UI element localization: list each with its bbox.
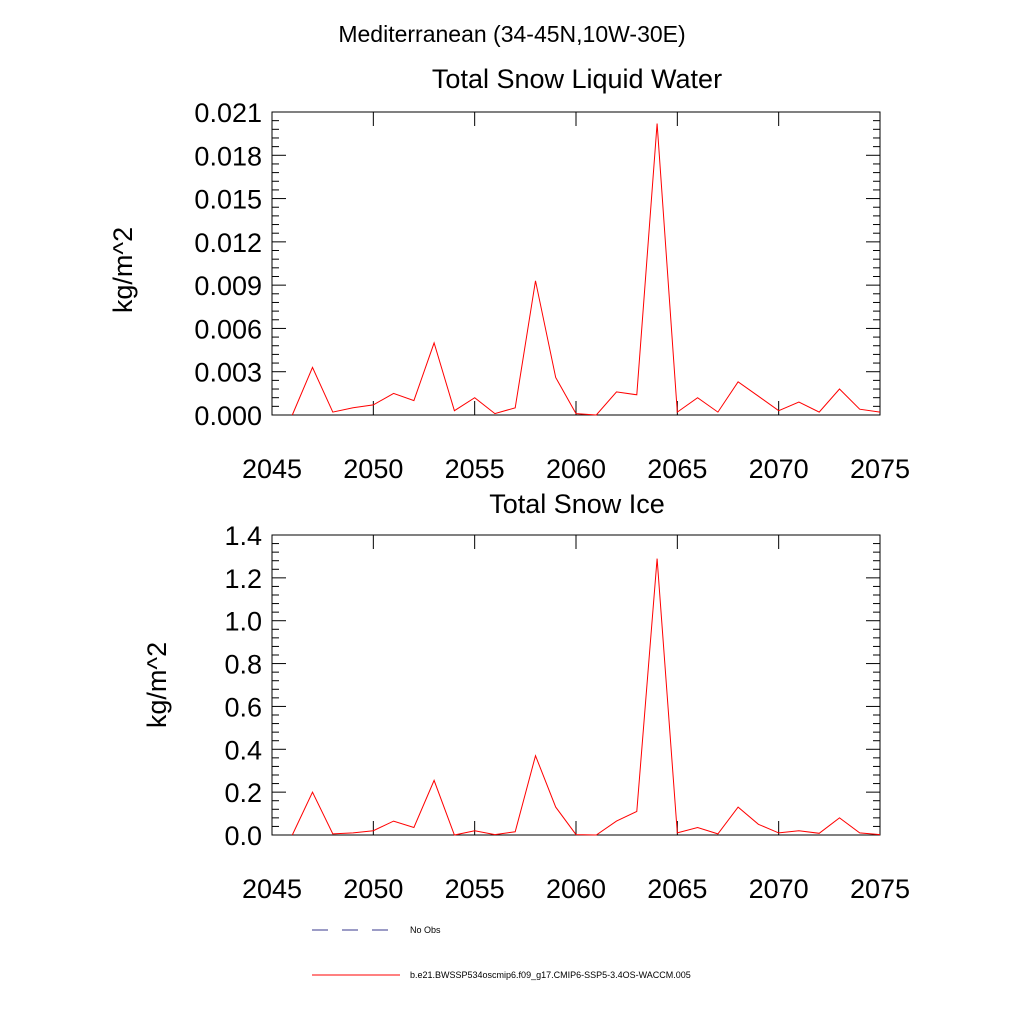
plot-frame — [271, 534, 881, 836]
y-axis-label: kg/m^2 — [142, 642, 172, 728]
x-tick-label: 2065 — [647, 454, 707, 484]
y-axis-label: kg/m^2 — [108, 227, 138, 313]
y-tick-label: 0.021 — [194, 98, 262, 128]
y-tick-label: 1.2 — [224, 564, 262, 594]
x-tick-label: 2050 — [343, 874, 403, 904]
panel-title: Total Snow Liquid Water — [432, 64, 722, 94]
x-tick-label: 2045 — [242, 874, 302, 904]
y-tick-label: 0.012 — [194, 228, 262, 258]
legend: No Obs b.e21.BWSSP534oscmip6.f09_g17.CMI… — [312, 925, 691, 980]
panel-snow-liquid-water: Total Snow Liquid Water kg/m^2 2045 2050 2… — [108, 64, 910, 484]
x-tick-label: 2065 — [647, 874, 707, 904]
y-tick-label: 0.2 — [224, 778, 262, 808]
x-tick-label: 2050 — [343, 454, 403, 484]
x-tick-label: 2055 — [445, 454, 505, 484]
x-tick-label: 2070 — [749, 454, 809, 484]
y-tick-label: 1.4 — [224, 521, 262, 551]
x-tick-label: 2060 — [546, 454, 606, 484]
plot-frame — [271, 111, 881, 416]
legend-label-model: b.e21.BWSSP534oscmip6.f09_g17.CMIP6-SSP5… — [410, 970, 691, 980]
y-tick-label: 0.000 — [194, 401, 262, 431]
y-tick-label: 0.009 — [194, 271, 262, 301]
y-tick-label: 0.8 — [224, 650, 262, 680]
y-tick-label: 1.0 — [224, 607, 262, 637]
x-tick-label: 2045 — [242, 454, 302, 484]
x-tick-label: 2055 — [445, 874, 505, 904]
y-tick-label: 0.015 — [194, 185, 262, 215]
y-tick-label: 0.4 — [224, 735, 262, 765]
y-tick-label: 0.003 — [194, 358, 262, 388]
y-tick-label: 0.018 — [194, 141, 262, 171]
figure-suptitle: Mediterranean (34-45N,10W-30E) — [338, 21, 685, 47]
x-tick-label: 2075 — [850, 874, 910, 904]
series-line — [291, 123, 881, 416]
series-line — [291, 558, 881, 836]
panel-title: Total Snow Ice — [489, 489, 665, 519]
panel-snow-ice: Total Snow Ice kg/m^2 2045 2050 2055 2060 20… — [142, 489, 910, 904]
x-tick-label: 2070 — [749, 874, 809, 904]
x-tick-label: 2060 — [546, 874, 606, 904]
y-tick-label: 0.006 — [194, 314, 262, 344]
y-tick-label: 0.6 — [224, 692, 262, 722]
y-tick-label: 0.0 — [224, 821, 262, 851]
legend-label-no-obs: No Obs — [410, 925, 441, 935]
x-tick-label: 2075 — [850, 454, 910, 484]
